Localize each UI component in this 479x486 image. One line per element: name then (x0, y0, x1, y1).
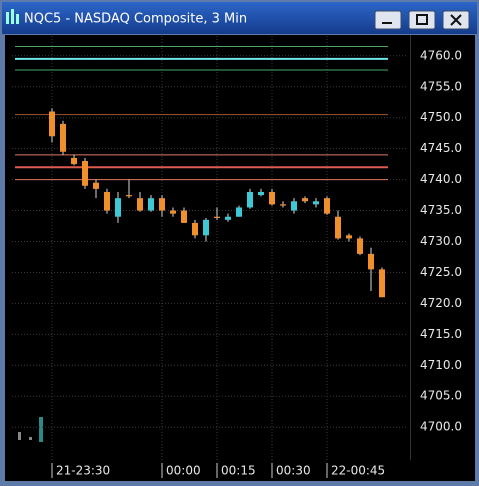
y-tick-label: 4710.0 (420, 358, 462, 372)
candle-body (126, 195, 132, 197)
candle-body (214, 216, 220, 218)
y-tick-label: 4755.0 (420, 79, 462, 93)
x-tick-label: 00:15 (221, 464, 256, 478)
y-tick-label: 4730.0 (420, 234, 462, 248)
candle-body (258, 191, 264, 196)
candle-body (280, 204, 286, 206)
y-tick-label: 4745.0 (420, 141, 462, 155)
candle-body (225, 216, 231, 220)
x-tick-label: 00:00 (166, 464, 201, 478)
y-tick-label: 4760.0 (420, 48, 462, 62)
candle-body (137, 198, 143, 211)
candle-body (302, 198, 308, 202)
candle-body (115, 198, 121, 217)
app-icon (6, 9, 19, 24)
candle-body (335, 216, 341, 239)
candle-body (71, 157, 77, 165)
candle-body (269, 191, 275, 205)
candle-body (291, 201, 297, 211)
y-tick-label: 4705.0 (420, 389, 462, 403)
minimize-button[interactable] (374, 10, 402, 30)
candle-body (203, 219, 209, 236)
y-tick-label: 4720.0 (420, 296, 462, 310)
candle-body (324, 198, 330, 214)
candle-body (181, 210, 187, 223)
candle-body (192, 222, 198, 236)
y-tick-label: 4735.0 (420, 203, 462, 217)
y-tick-label: 4700.0 (420, 420, 462, 434)
candle-body (93, 182, 99, 189)
candle-body (49, 111, 55, 137)
candle-body (313, 201, 319, 205)
maximize-button[interactable] (408, 10, 436, 30)
candle-body (346, 235, 352, 239)
candle-body (247, 191, 253, 208)
x-tick-label: 21-23:30 (56, 464, 110, 478)
window-title: NQC5 - NASDAQ Composite, 3 Min (24, 12, 247, 27)
candle-body (236, 207, 242, 217)
x-tick-label: 22-00:45 (331, 464, 385, 478)
candle-body (60, 123, 66, 152)
candle-body (104, 191, 110, 211)
volume-bars (18, 417, 43, 442)
y-tick-label: 4740.0 (420, 172, 462, 186)
chart-area (5, 35, 475, 481)
candle-body (368, 253, 374, 270)
candle-body (148, 198, 154, 211)
close-button[interactable] (442, 10, 470, 30)
candle-body (82, 161, 88, 186)
candle-body (170, 210, 176, 214)
y-tick-label: 4750.0 (420, 110, 462, 124)
candle-body (159, 198, 165, 211)
x-tick-label: 00:30 (276, 464, 311, 478)
y-tick-label: 4715.0 (420, 327, 462, 341)
y-tick-label: 4725.0 (420, 265, 462, 279)
candle-body (357, 238, 363, 254)
candle-body (379, 269, 385, 298)
axis-divider (410, 35, 411, 460)
